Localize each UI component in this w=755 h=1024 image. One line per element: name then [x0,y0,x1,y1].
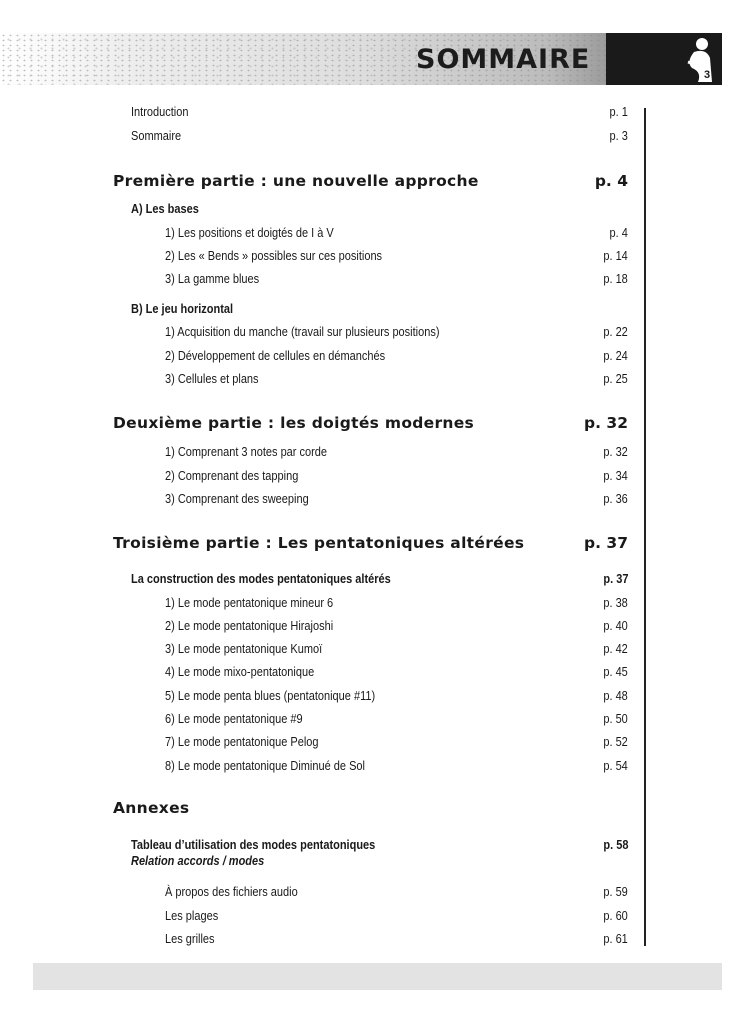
toc-entry-page: p. 59 [603,885,628,899]
toc-entry[interactable]: 1) Le mode pentatonique mineur 6 p. 38 [0,596,628,616]
toc-entry-title: B) Le jeu horizontal [131,302,234,316]
toc-entry-title: 3) Le mode pentatonique Kumoï [165,642,323,656]
toc-entry-title: Introduction [131,105,189,119]
toc-entry-title: 2) Les « Bends » possibles sur ces posit… [165,249,383,263]
toc-entry[interactable]: 1) Comprenant 3 notes par corde p. 32 [0,445,628,465]
toc-entry-title: La construction des modes pentatoniques … [131,572,391,586]
toc-entry[interactable]: Première partie : une nouvelle approche p… [0,172,628,192]
toc-entry[interactable]: Sommaire p. 3 [0,129,628,149]
toc-entry-title: À propos des fichiers audio [165,885,298,899]
toc-entry-page: p. 32 [603,445,628,459]
toc-entry[interactable]: Tableau d’utilisation des modes pentaton… [0,838,628,858]
toc-entry-title: 8) Le mode pentatonique Diminué de Sol [165,759,365,773]
toc-entry[interactable]: La construction des modes pentatoniques … [0,572,628,592]
toc-entry-title: Troisième partie : Les pentatoniques alt… [113,534,525,552]
toc-entry-title: Deuxième partie : les doigtés modernes [113,414,475,432]
toc-entry-page: p. 61 [603,932,628,946]
toc-entry-page: p. 24 [603,349,628,363]
toc-entry[interactable]: 3) Comprenant des sweeping p. 36 [0,492,628,512]
toc-entry-title: Première partie : une nouvelle approche [113,172,479,190]
toc-entry-title: 2) Le mode pentatonique Hirajoshi [165,619,334,633]
toc-entry[interactable]: 6) Le mode pentatonique #9 p. 50 [0,712,628,732]
toc-entry-title: 2) Comprenant des tapping [165,469,299,483]
toc-entry-page: p. 4 [609,226,628,240]
toc-entry[interactable]: 4) Le mode mixo-pentatonique p. 45 [0,665,628,685]
toc-entry-title: 3) Cellules et plans [165,372,259,386]
toc-entry-page: p. 45 [603,665,628,679]
toc-entry[interactable]: 1) Acquisition du manche (travail sur pl… [0,325,628,345]
toc-entry-title: 7) Le mode pentatonique Pelog [165,735,319,749]
margin-rule [644,108,646,946]
toc-entry[interactable]: Les plages p. 60 [0,909,628,929]
toc-entry[interactable]: 8) Le mode pentatonique Diminué de Sol p.… [0,759,628,779]
toc-entry-page: p. 4 [594,172,628,190]
toc-entry-page: p. 48 [603,689,628,703]
toc-entry-page: p. 40 [603,619,628,633]
toc-entry-page: p. 38 [603,596,628,610]
toc-entry-page: p. 34 [603,469,628,483]
toc-entry-title: Sommaire [131,129,182,143]
toc-entry[interactable]: 3) Cellules et plans p. 25 [0,372,628,392]
toc-entry-title: Annexes [113,799,190,817]
toc-entry[interactable]: Deuxième partie : les doigtés modernes p.… [0,414,628,434]
toc-entry-page: p. 14 [603,249,628,263]
toc-entry[interactable]: B) Le jeu horizontal [0,302,628,322]
toc-entry[interactable]: Les grilles p. 61 [0,932,628,952]
toc-entry-page: p. 54 [603,759,628,773]
toc-entry-title: 1) Acquisition du manche (travail sur pl… [165,325,440,339]
toc-entry[interactable]: À propos des fichiers audio p. 59 [0,885,628,905]
toc-entry[interactable]: 3) Le mode pentatonique Kumoï p. 42 [0,642,628,662]
toc-entry-page: p. 3 [609,129,628,143]
toc-entry[interactable]: 3) La gamme blues p. 18 [0,272,628,292]
page-number: 3 [704,69,710,81]
toc-entry-page: p. 22 [603,325,628,339]
toc-entry-title: 5) Le mode penta blues (pentatonique #11… [165,689,376,703]
footer-bar [33,963,722,990]
toc-entry[interactable]: Relation accords / modes [0,854,628,874]
toc-entry-page: p. 52 [603,735,628,749]
toc-entry-page: p. 25 [603,372,628,386]
toc-entry-page: p. 58 [602,838,628,852]
header-banner [0,33,610,85]
toc-entry[interactable]: 5) Le mode penta blues (pentatonique #11… [0,689,628,709]
toc-entry-title: 2) Développement de cellules en démanché… [165,349,386,363]
toc-entry-title: Les plages [165,909,219,923]
toc-entry-title: 3) La gamme blues [165,272,260,286]
toc-entry-page: p. 60 [603,909,628,923]
toc-entry[interactable]: A) Les bases [0,202,628,222]
toc-entry-page: p. 37 [584,534,628,552]
toc-entry-title: A) Les bases [131,202,199,216]
toc-entry-title: 1) Les positions et doigtés de I à V [165,226,334,240]
toc-entry-page: p. 1 [609,105,628,119]
toc-entry-page: p. 50 [603,712,628,726]
toc-entry-page: p. 18 [603,272,628,286]
toc-entry[interactable]: Annexes [0,799,628,819]
toc-entry-title: 6) Le mode pentatonique #9 [165,712,303,726]
toc-entry[interactable]: Introduction p. 1 [0,105,628,125]
toc-entry[interactable]: 2) Développement de cellules en démanché… [0,349,628,369]
page-title: SOMMAIRE [416,44,591,75]
toc-entry[interactable]: 2) Les « Bends » possibles sur ces posit… [0,249,628,269]
toc-entry-title: 4) Le mode mixo-pentatonique [165,665,315,679]
toc-entry-page: p. 42 [603,642,628,656]
toc-entry-title: Relation accords / modes [131,854,265,868]
toc-entry-title: Tableau d’utilisation des modes pentaton… [131,838,376,852]
toc-entry-page: p. 37 [602,572,628,586]
toc-entry-title: 1) Le mode pentatonique mineur 6 [165,596,334,610]
toc-entry-title: 1) Comprenant 3 notes par corde [165,445,328,459]
toc-entry[interactable]: 2) Comprenant des tapping p. 34 [0,469,628,489]
toc-entry[interactable]: 7) Le mode pentatonique Pelog p. 52 [0,735,628,755]
toc-entry[interactable]: Troisième partie : Les pentatoniques alt… [0,534,628,554]
guitarist-logo-icon: 3 [687,38,712,82]
toc-entry-page: p. 36 [603,492,628,506]
toc-entry-title: 3) Comprenant des sweeping [165,492,309,506]
toc-entry[interactable]: 2) Le mode pentatonique Hirajoshi p. 40 [0,619,628,639]
toc-entry-page: p. 32 [584,414,628,432]
toc-entry[interactable]: 1) Les positions et doigtés de I à V p. 4 [0,226,628,246]
toc-entry-title: Les grilles [165,932,215,946]
